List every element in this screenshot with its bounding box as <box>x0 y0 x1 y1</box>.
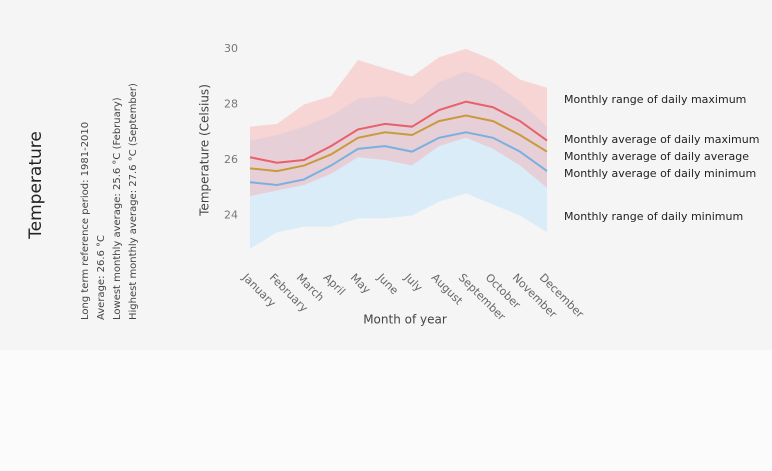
info-line: Average: 26.6 °C <box>96 235 107 320</box>
legend-label: Monthly average of daily minimum <box>564 167 756 180</box>
panel <box>0 0 772 350</box>
range-band <box>250 71 547 249</box>
legend-label: Monthly average of daily maximum <box>564 133 759 146</box>
y-axis-title: Temperature (Celsius) <box>198 84 212 217</box>
info-line: Highest monthly average: 27.6 °C (Septem… <box>128 83 139 320</box>
series-line <box>249 114 548 173</box>
info-line: Long term reference period: 1981-2010 <box>80 122 91 320</box>
info-line: Lowest monthly average: 25.6 °C (Februar… <box>112 97 123 320</box>
y-tick-label: 30 <box>224 42 238 55</box>
legend-label: Monthly range of daily minimum <box>564 210 743 223</box>
title: Temperature <box>26 131 46 240</box>
y-tick-label: 24 <box>224 209 238 222</box>
x-axis-title: Month of year <box>363 313 447 327</box>
series-line <box>249 131 548 187</box>
legend-label: Monthly range of daily maximum <box>564 93 746 106</box>
y-tick-label: 28 <box>224 97 238 110</box>
legend-label: Monthly average of daily average <box>564 150 749 163</box>
series-line <box>249 100 548 164</box>
y-tick-label: 26 <box>224 153 238 166</box>
range-band <box>250 48 547 197</box>
